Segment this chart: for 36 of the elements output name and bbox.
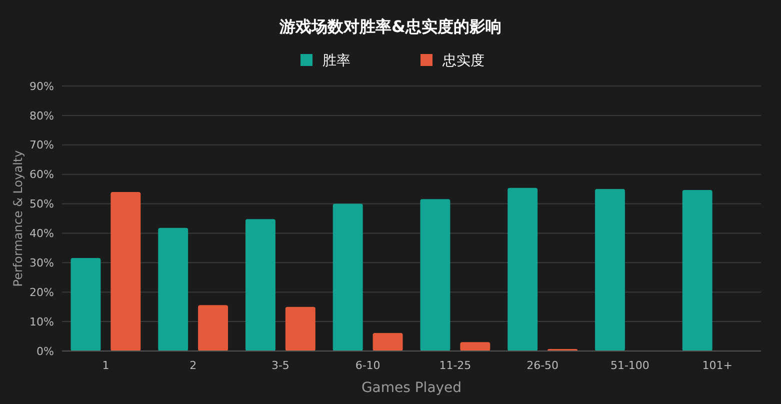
bar [682,190,712,351]
x-tick-label: 51-100 [610,359,650,372]
y-tick-label: 40% [30,227,54,240]
y-tick-label: 90% [30,80,54,93]
y-tick-label: 60% [30,168,54,182]
y-tick-label: 30% [30,256,54,270]
bar [110,192,141,351]
x-tick-label: 1 [102,359,110,372]
x-tick-label: 11-25 [439,359,472,372]
x-tick-label: 3-5 [271,359,290,372]
y-tick-label: 70% [30,138,54,152]
bar [372,333,403,351]
bar [158,228,188,351]
bar [70,258,101,351]
chart-title: 游戏场数对胜率&忠实度的影响 [278,17,502,36]
bar [198,305,228,351]
legend-label: 忠实度 [442,52,484,69]
bar [245,219,276,351]
bar [332,204,363,351]
x-tick-label: 26-50 [526,359,559,372]
legend-label: 胜率 [322,52,350,69]
y-tick-label: 0% [36,344,54,358]
x-axis-title: Games Played [361,380,462,396]
y-tick-label: 20% [30,286,54,299]
bar [508,188,538,351]
y-tick-label: 80% [30,109,54,122]
y-tick-label: 10% [30,315,54,328]
bar [594,189,625,351]
x-tick-label: 2 [190,359,197,372]
y-tick-label: 50% [30,198,54,211]
y-axis-title: Performance & Loyalty [11,150,25,287]
x-tick-label: 6-10 [355,359,380,372]
bar [285,306,316,351]
bar [420,199,450,351]
x-tick-label: 101+ [702,359,732,372]
bar [460,342,490,351]
